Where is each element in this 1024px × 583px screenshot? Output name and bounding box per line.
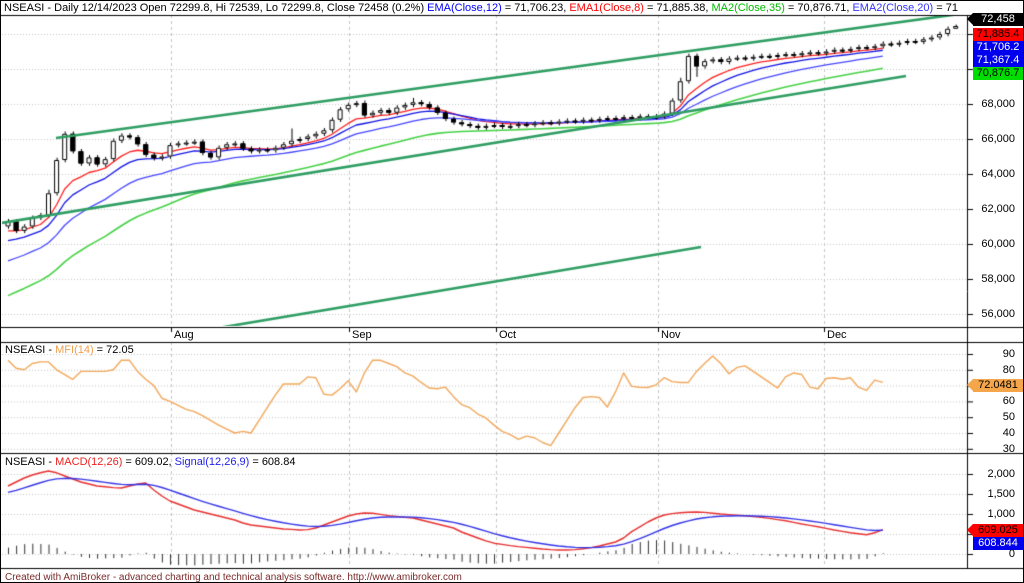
last-price-badge: 72,458	[967, 13, 1023, 26]
ema8-value-badge: 71,885.4	[973, 28, 1023, 41]
title-segment: = 609.02,	[122, 456, 175, 468]
title-segment: Signal(12,26,9)	[174, 456, 250, 468]
price-axis-tick-label: 66,000	[981, 133, 1015, 145]
ma35-value-badge: 70,876.7	[973, 67, 1023, 80]
price-pane-title: NSEASI - Daily 12/14/2023 Open 72299.8, …	[4, 2, 958, 15]
title-segment: MFI(14)	[55, 344, 94, 356]
price-axis-tick-label: 62,000	[981, 203, 1015, 215]
title-segment: = 71,885.38,	[643, 2, 712, 14]
macd-axis-tick-label: 1,500	[987, 488, 1015, 500]
title-segment: MACD(12,26)	[55, 456, 123, 468]
month-axis-label: Nov	[661, 329, 681, 341]
status-bar: Created with AmiBroker - advanced charti…	[5, 572, 462, 583]
mfi-value-badge: 72.0481	[967, 379, 1023, 392]
mfi-axis-tick-label: 40	[1002, 427, 1015, 439]
macd-axis-tick-label: 1,000	[987, 508, 1015, 520]
signal-value-badge: 608.844	[973, 537, 1023, 550]
title-segment: = 72.05	[93, 344, 134, 356]
macd-axis-tick-label: 0	[1008, 548, 1015, 560]
title-segment: = 608.84	[249, 456, 296, 468]
ema20-value-badge: 71,367.4	[973, 54, 1023, 67]
mfi-axis-tick-label: 90	[1002, 348, 1015, 360]
month-axis-label: Aug	[174, 329, 194, 341]
title-segment: = 71,706.23,	[501, 2, 570, 14]
title-segment: NSEASI -	[5, 344, 56, 356]
price-axis-tick-label: 56,000	[981, 308, 1015, 320]
month-axis-label: Dec	[827, 329, 847, 341]
title-segment: NSEASI -	[5, 456, 56, 468]
title-segment: = 70,876.71,	[784, 2, 853, 14]
month-axis-label: Oct	[499, 329, 517, 341]
macd-value-badge: 609.025	[967, 524, 1023, 537]
price-axis-tick-label: 68,000	[981, 98, 1015, 110]
macd-axis-tick-label: 2,000	[987, 468, 1015, 480]
macd-pane-title: NSEASI - MACD(12,26) = 609.02, Signal(12…	[5, 456, 295, 469]
mfi-axis-tick-label: 50	[1002, 411, 1015, 424]
price-axis-tick-label: 64,000	[981, 168, 1015, 180]
mfi-pane-title: NSEASI - MFI(14) = 72.05	[5, 344, 134, 357]
title-segment: EMA1(Close,8)	[569, 2, 644, 14]
mfi-axis-tick-label: 30	[1002, 442, 1015, 455]
month-axis-label: Sep	[352, 329, 372, 341]
title-segment: EMA2(Close,20)	[852, 2, 934, 14]
mfi-axis-tick-label: 60	[1002, 395, 1015, 408]
ema12-value-badge: 71,706.2	[973, 41, 1023, 54]
price-axis-tick-label: 60,000	[981, 238, 1015, 250]
title-segment: = 71	[933, 2, 958, 14]
title-segment: EMA(Close,12)	[427, 2, 502, 14]
mfi-axis-tick-label: 80	[1002, 363, 1015, 376]
title-segment: NSEASI - Daily 12/14/2023 Open 72299.8, …	[4, 2, 428, 14]
title-segment: MA2(Close,35)	[711, 2, 785, 14]
price-axis-tick-label: 58,000	[981, 273, 1015, 285]
